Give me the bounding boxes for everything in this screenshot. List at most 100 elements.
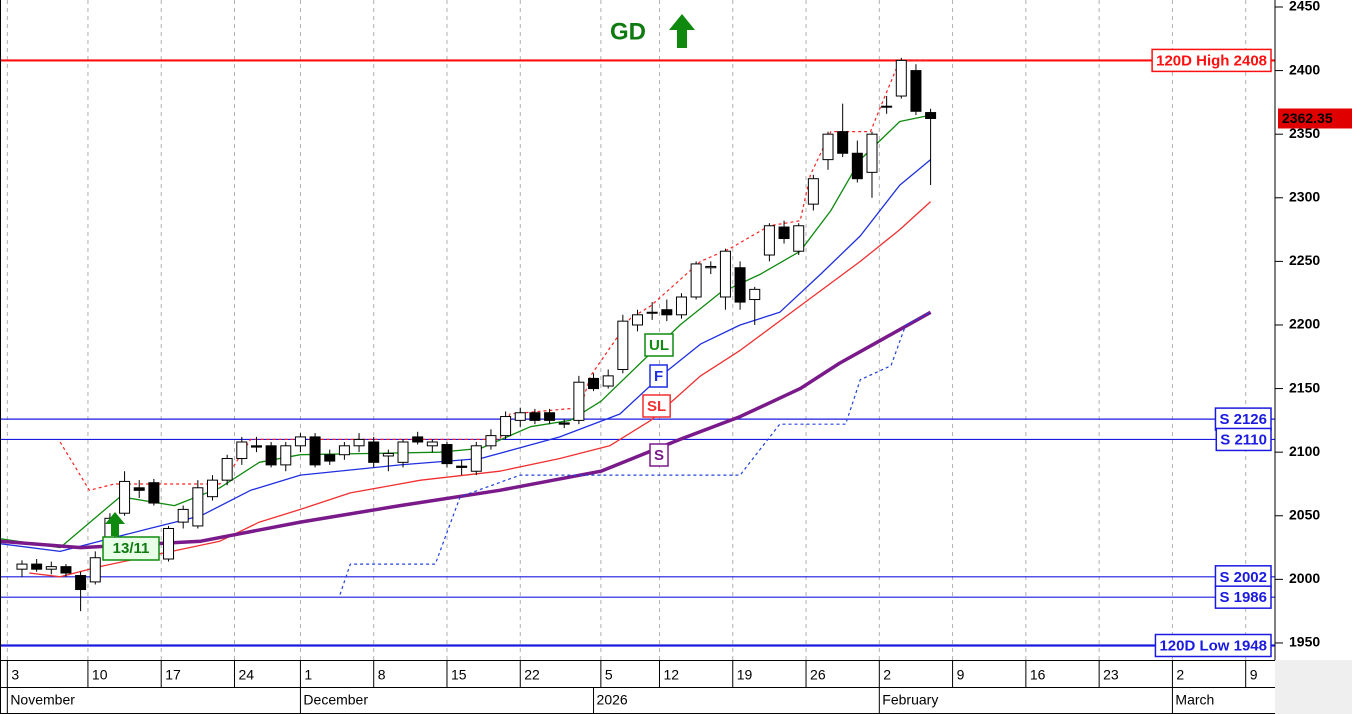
date-arrow xyxy=(105,512,125,536)
candle-body xyxy=(31,563,43,570)
candle-body xyxy=(412,436,424,443)
candle-body xyxy=(895,59,907,97)
candle-body xyxy=(338,445,350,456)
candle-body xyxy=(89,557,101,583)
signal-label: GD xyxy=(610,18,646,45)
series-label: UL xyxy=(649,337,669,354)
candle-body xyxy=(426,441,438,447)
grid xyxy=(6,0,1247,660)
candle-body xyxy=(690,263,702,298)
candle-body xyxy=(382,452,394,457)
series-badge xyxy=(642,394,671,418)
last-price-badge xyxy=(1278,108,1352,129)
candle-body xyxy=(119,480,131,514)
x-tick-label: 22 xyxy=(524,667,540,683)
y-tick-label: 1950 xyxy=(1289,634,1320,650)
x-tick-label: 10 xyxy=(92,667,108,683)
candle-body xyxy=(602,375,614,387)
candle-body xyxy=(456,465,468,468)
corner-background xyxy=(1275,660,1352,714)
x-tick-label: 2 xyxy=(1176,667,1184,683)
indicator-line xyxy=(0,159,932,553)
level-badge xyxy=(1215,427,1272,452)
x-tick-label: 3 xyxy=(11,667,19,683)
level-label: 120D High 2408 xyxy=(1156,52,1267,69)
last-price-label: 2362.35 xyxy=(1282,110,1333,126)
date-badge-label: 13/11 xyxy=(113,540,150,557)
series-label: SL xyxy=(647,398,666,415)
candle-body xyxy=(207,479,218,498)
x-tick-label: 5 xyxy=(605,667,613,683)
x-tick-label: 12 xyxy=(663,667,679,683)
candle-body xyxy=(514,412,526,421)
candle-body xyxy=(675,296,687,316)
candle-body xyxy=(441,444,453,465)
candle-body xyxy=(309,436,321,466)
x-tick-label: 2 xyxy=(883,667,891,683)
x-tick-label: 9 xyxy=(1250,667,1258,683)
candle-body xyxy=(265,445,277,466)
series-badge xyxy=(649,364,668,388)
candle-body xyxy=(734,267,746,303)
candle-body xyxy=(822,133,834,161)
candle-body xyxy=(397,441,409,463)
y-tick-label: 2450 xyxy=(1289,0,1320,14)
candle-body xyxy=(236,441,248,460)
date-badge xyxy=(102,536,160,561)
candle-body xyxy=(661,309,673,316)
y-tick-label: 2150 xyxy=(1289,379,1320,395)
level-label: S 1986 xyxy=(1219,589,1267,606)
series-label: S xyxy=(654,447,664,464)
x-tick-label: 19 xyxy=(737,667,753,683)
candle-body xyxy=(529,412,541,421)
month-label: December xyxy=(303,692,368,708)
candle-body xyxy=(558,422,570,425)
month-label: November xyxy=(10,692,75,708)
indicator-line xyxy=(0,310,932,550)
series-badge xyxy=(649,443,669,467)
candle-body xyxy=(294,436,306,447)
candle-body xyxy=(544,412,556,421)
candle-body xyxy=(353,438,365,447)
levels xyxy=(0,59,1275,647)
candle-body xyxy=(719,250,731,298)
x-tick-label: 9 xyxy=(957,667,965,683)
month-label: February xyxy=(882,692,938,708)
candle-body xyxy=(866,133,878,173)
x-tick-label: 26 xyxy=(810,667,826,683)
level-badge xyxy=(1151,48,1272,73)
candle-body xyxy=(573,381,585,421)
candle-body xyxy=(45,566,57,570)
stop-line xyxy=(339,311,931,595)
signal-arrow xyxy=(669,14,695,48)
candle-body xyxy=(177,508,189,523)
candle-body xyxy=(617,320,629,370)
level-label: 120D Low 1948 xyxy=(1159,637,1267,654)
x-tick-label: 16 xyxy=(1030,667,1046,683)
candle-body xyxy=(881,105,893,108)
y-tick-label: 2000 xyxy=(1289,570,1320,586)
x-tick-label: 24 xyxy=(238,667,254,683)
candle-body xyxy=(749,288,761,301)
y-tick-label: 2400 xyxy=(1289,61,1320,77)
x-tick-label: 8 xyxy=(378,667,386,683)
candles xyxy=(16,57,937,612)
y-tick-label: 2200 xyxy=(1289,316,1320,332)
candle-body xyxy=(133,487,145,491)
x-tick-label: 15 xyxy=(451,667,467,683)
candle-body xyxy=(500,416,512,437)
candle-body xyxy=(925,112,937,119)
series-label: F xyxy=(654,368,663,385)
candle-body xyxy=(485,435,497,447)
candle-body xyxy=(910,70,922,112)
y-tick-label: 2250 xyxy=(1289,252,1320,268)
indicator-line xyxy=(0,114,931,549)
candle-body xyxy=(851,152,863,180)
y-tick-label: 2300 xyxy=(1289,188,1320,204)
candle-body xyxy=(60,566,72,574)
month-label: 2026 xyxy=(597,692,628,708)
candle-body xyxy=(705,265,717,269)
candle-body xyxy=(470,445,482,472)
series-badge xyxy=(644,333,674,357)
